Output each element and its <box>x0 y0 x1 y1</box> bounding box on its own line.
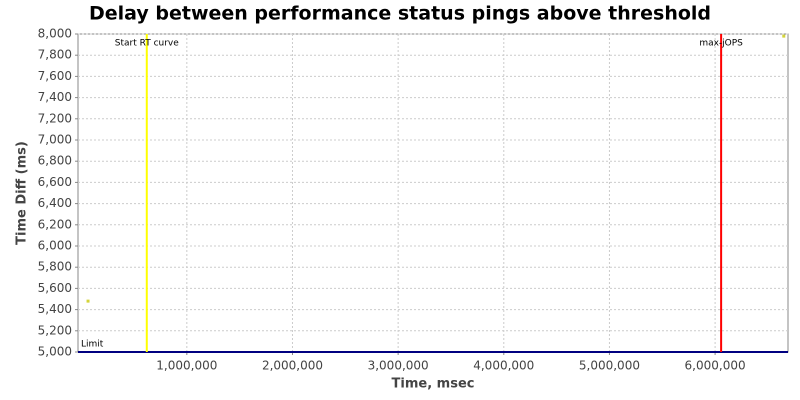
chart-title: Delay between performance status pings a… <box>89 3 711 25</box>
y-tick-label: 7,400 <box>38 90 72 104</box>
y-tick-label: 7,200 <box>38 111 72 125</box>
y-tick-label: 6,000 <box>38 239 72 253</box>
y-tick-label: 8,000 <box>38 27 72 41</box>
y-tick-label: 6,800 <box>38 154 72 168</box>
y-tick-label: 5,600 <box>38 281 72 295</box>
y-tick-label: 5,200 <box>38 323 72 337</box>
y-tick-label: 6,400 <box>38 196 72 210</box>
y-axis-label: Time Diff (ms) <box>15 141 30 245</box>
x-tick-label: 2,000,000 <box>262 359 323 373</box>
x-tick-label: 5,000,000 <box>579 359 640 373</box>
y-tick-label: 6,600 <box>38 175 72 189</box>
point <box>782 34 786 38</box>
y-tick-label: 5,800 <box>38 260 72 274</box>
point <box>86 299 90 303</box>
y-tick-label: 7,000 <box>38 133 72 147</box>
limit-label: Limit <box>81 340 104 350</box>
y-tick-label: 6,200 <box>38 217 72 231</box>
y-tick-label: 7,800 <box>38 48 72 62</box>
x-axis-label: Time, msec <box>392 377 475 392</box>
plot-area <box>77 33 789 353</box>
marker-label: Start RT curve <box>115 39 179 49</box>
y-tick-label: 5,400 <box>38 302 72 316</box>
y-tick-label: 5,000 <box>38 345 72 359</box>
x-tick-label: 6,000,000 <box>685 359 746 373</box>
x-tick-label: 3,000,000 <box>368 359 429 373</box>
y-tick-label: 7,600 <box>38 69 72 83</box>
x-tick-label: 4,000,000 <box>473 359 534 373</box>
x-tick-label: 1,000,000 <box>156 359 217 373</box>
marker-label: max-jOPS <box>699 39 743 49</box>
